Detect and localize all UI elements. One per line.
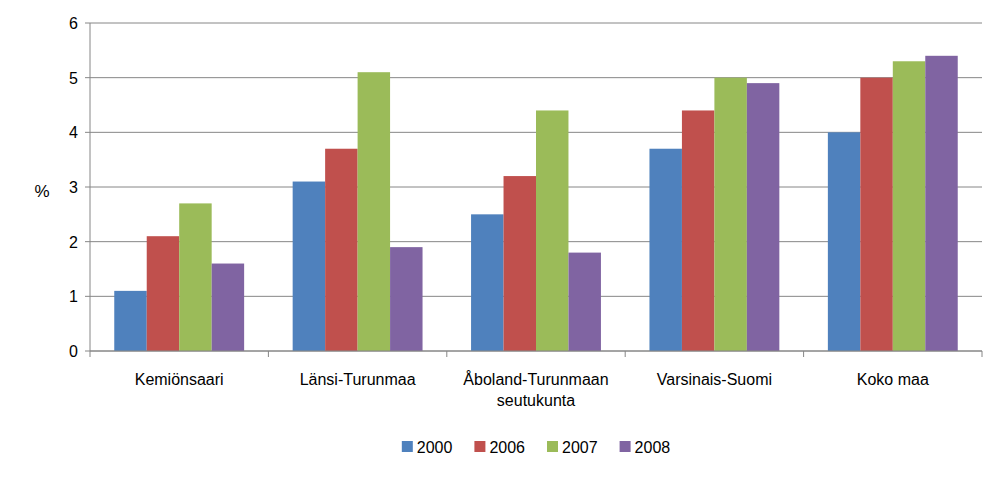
y-axis: [90, 23, 91, 351]
bar: [390, 247, 422, 351]
x-tick-label-line: Åboland-Turunmaan: [463, 370, 608, 388]
x-tick-label-line: Varsinais-Suomi: [657, 371, 772, 388]
legend-swatch: [547, 441, 558, 452]
y-tick: [85, 351, 90, 352]
chart: 0 1 2 3 4 5 6% Kemiönsaari Länsi-Turunmaa Åboland…: [0, 0, 1004, 480]
bar: [828, 132, 860, 351]
y-tick-label: 3: [69, 179, 78, 196]
bar: [293, 182, 325, 351]
bar: [682, 110, 714, 351]
grid-line: [90, 23, 982, 24]
bar: [504, 176, 536, 351]
bar: [568, 253, 600, 351]
legend-item: 2000: [402, 439, 453, 456]
x-tick-label: Åboland-Turunmaan seutukunta: [463, 370, 608, 409]
bar: [114, 291, 146, 351]
legend-item: 2007: [547, 439, 598, 456]
bar: [358, 72, 390, 351]
y-axis-label: %: [34, 182, 49, 201]
y-tick-label: 6: [69, 15, 78, 32]
x-tick-label: Koko maa: [857, 371, 929, 388]
x-tick-label-line: Länsi-Turunmaa: [300, 371, 416, 388]
bar: [471, 214, 503, 351]
legend-label: 2008: [635, 439, 671, 456]
x-category-separator: [446, 351, 447, 357]
y-tick: [85, 241, 90, 242]
background: [0, 0, 1004, 480]
bar: [925, 56, 957, 351]
bar: [893, 61, 925, 351]
x-category-separator: [90, 351, 91, 357]
legend-label: 2006: [489, 439, 525, 456]
bar: [649, 149, 681, 351]
bar: [212, 264, 244, 351]
x-tick-label: Kemiönsaari: [135, 371, 224, 388]
x-tick-label-line: Koko maa: [857, 371, 929, 388]
y-tick-label: 5: [69, 70, 78, 87]
bar: [325, 149, 357, 351]
y-tick: [85, 77, 90, 78]
grid-line: [90, 77, 982, 78]
bars: [114, 56, 957, 351]
y-tick: [85, 23, 90, 24]
x-tick-label: Varsinais-Suomi: [657, 371, 772, 388]
y-tick-label: 0: [69, 343, 78, 360]
bar: [147, 236, 179, 351]
bar: [747, 83, 779, 351]
legend-item: 2008: [620, 439, 671, 456]
legend-swatch: [620, 441, 631, 452]
bar: [860, 78, 892, 351]
legend-swatch: [474, 441, 485, 452]
legend: 2000 2006 2007 2008: [402, 439, 670, 456]
y-tick: [85, 187, 90, 188]
y-tick-label: 2: [69, 234, 78, 251]
x-category-separator: [803, 351, 804, 357]
grid-line: [90, 351, 982, 352]
legend-swatch: [402, 441, 413, 452]
x-tick-label-line: seutukunta: [497, 392, 575, 409]
y-tick: [85, 132, 90, 133]
x-category-separator: [982, 351, 983, 357]
legend-label: 2007: [562, 439, 598, 456]
x-tick-label-line: Kemiönsaari: [135, 371, 224, 388]
y-tick-label: 4: [69, 124, 78, 141]
x-tick-label: Länsi-Turunmaa: [300, 371, 416, 388]
bar: [714, 78, 746, 351]
y-tick-label: 1: [69, 288, 78, 305]
legend-label: 2000: [417, 439, 453, 456]
x-axis: [90, 351, 982, 352]
bar: [536, 110, 568, 351]
y-tick: [85, 296, 90, 297]
x-category-separator: [268, 351, 269, 357]
x-category-separator: [625, 351, 626, 357]
legend-item: 2006: [474, 439, 525, 456]
bar: [179, 203, 211, 351]
